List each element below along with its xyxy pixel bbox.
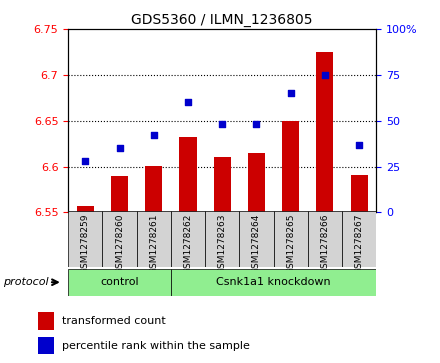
Point (321, 72, 328, 78)
Text: percentile rank within the sample: percentile rank within the sample (62, 340, 249, 351)
Bar (214, 157, 231, 212)
Bar (145, 166, 162, 212)
Text: GSM1278260: GSM1278260 (115, 213, 124, 274)
Bar (38, 312, 54, 330)
Bar (180, 137, 197, 212)
Point (219, 122, 226, 127)
Bar (111, 176, 128, 212)
Point (184, 99, 191, 105)
Point (287, 90, 294, 96)
Text: Csnk1a1 knockdown: Csnk1a1 knockdown (216, 277, 331, 287)
Text: GSM1278265: GSM1278265 (286, 213, 295, 274)
Bar (316, 52, 334, 212)
Bar (68, 211, 103, 267)
Text: GSM1278262: GSM1278262 (183, 213, 192, 274)
Text: GSM1278259: GSM1278259 (81, 213, 90, 274)
Point (356, 142, 363, 147)
Bar (103, 211, 137, 267)
Bar (171, 211, 205, 267)
Text: GSM1278267: GSM1278267 (355, 213, 363, 274)
Bar (274, 211, 308, 267)
Text: GSM1278263: GSM1278263 (218, 213, 227, 274)
Bar (68, 269, 171, 296)
Bar (38, 337, 54, 354)
Point (116, 145, 123, 151)
Point (253, 122, 260, 127)
Bar (239, 211, 274, 267)
Bar (137, 211, 171, 267)
Text: GSM1278264: GSM1278264 (252, 213, 261, 274)
Point (82, 158, 89, 164)
Bar (248, 153, 265, 212)
Text: protocol: protocol (4, 277, 49, 287)
Text: control: control (100, 277, 139, 287)
Bar (351, 175, 368, 212)
Bar (342, 211, 376, 267)
Bar (282, 121, 299, 212)
Point (150, 132, 157, 138)
Bar (308, 211, 342, 267)
Title: GDS5360 / ILMN_1236805: GDS5360 / ILMN_1236805 (132, 13, 313, 26)
Bar (205, 211, 239, 267)
Text: GSM1278261: GSM1278261 (149, 213, 158, 274)
Text: transformed count: transformed count (62, 316, 165, 326)
Bar (77, 206, 94, 212)
Bar (171, 269, 376, 296)
Text: GSM1278266: GSM1278266 (320, 213, 330, 274)
